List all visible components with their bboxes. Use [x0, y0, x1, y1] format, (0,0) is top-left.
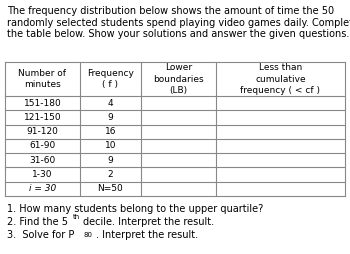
Text: 61-90: 61-90: [29, 141, 56, 151]
Text: th: th: [73, 214, 80, 220]
Text: N=50: N=50: [98, 184, 123, 193]
Text: 80: 80: [84, 232, 93, 238]
Text: 2: 2: [107, 170, 113, 179]
Text: 91-120: 91-120: [27, 127, 58, 136]
Text: randomly selected students spend playing video games daily. Complete: randomly selected students spend playing…: [7, 18, 350, 27]
Text: i = 30: i = 30: [29, 184, 56, 193]
Text: 3.  Solve for P: 3. Solve for P: [7, 230, 74, 240]
Text: 121-150: 121-150: [23, 113, 61, 122]
Text: 9: 9: [107, 156, 113, 165]
Text: Less than
cumulative
frequency ( < cf ): Less than cumulative frequency ( < cf ): [240, 64, 320, 94]
Text: Number of
minutes: Number of minutes: [19, 69, 66, 89]
Text: 16: 16: [105, 127, 116, 136]
Text: 4: 4: [107, 99, 113, 108]
Text: the table below. Show your solutions and answer the given questions.: the table below. Show your solutions and…: [7, 29, 349, 39]
Text: 1-30: 1-30: [32, 170, 52, 179]
Text: Frequency
( f ): Frequency ( f ): [87, 69, 134, 89]
Text: The frequency distribution below shows the amount of time the 50: The frequency distribution below shows t…: [7, 6, 334, 16]
Text: . Interpret the result.: . Interpret the result.: [96, 230, 198, 240]
Text: 31-60: 31-60: [29, 156, 56, 165]
Text: decile. Interpret the result.: decile. Interpret the result.: [83, 217, 214, 227]
Text: Lower
boundaries
(LB): Lower boundaries (LB): [153, 64, 204, 94]
Text: 10: 10: [105, 141, 116, 151]
Text: 2. Find the 5: 2. Find the 5: [7, 217, 68, 227]
Text: 1. How many students belong to the upper quartile?: 1. How many students belong to the upper…: [7, 204, 263, 214]
Text: 151-180: 151-180: [23, 99, 61, 108]
Text: 9: 9: [107, 113, 113, 122]
